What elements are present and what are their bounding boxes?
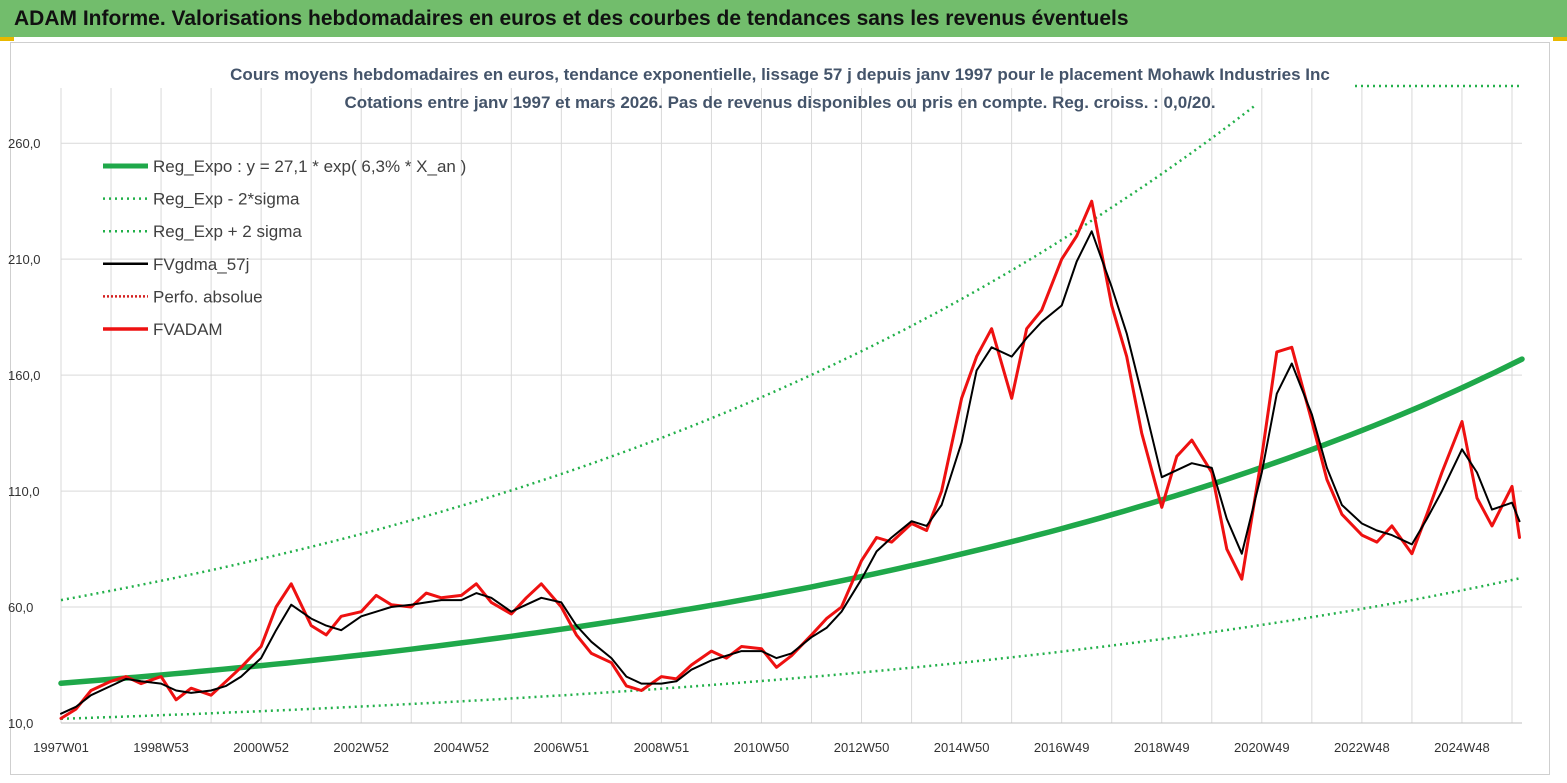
accent-left-mark bbox=[0, 37, 14, 41]
legend-label: Reg_Expo : y = 27,1 * exp( 6,3% * X_an ) bbox=[153, 157, 466, 176]
legend-label: Perfo. absolue bbox=[153, 287, 263, 306]
banner-title: ADAM Informe. Valorisations hebdomadaire… bbox=[14, 7, 1129, 30]
legend-label: FVgdma_57j bbox=[153, 255, 249, 274]
legend-label: Reg_Exp + 2 sigma bbox=[153, 222, 302, 241]
y-tick-label: 210,0 bbox=[8, 252, 41, 267]
price-line bbox=[59, 199, 1521, 720]
y-tick-label: 260,0 bbox=[8, 136, 41, 151]
x-tick-label: 2024W48 bbox=[1434, 740, 1490, 755]
series-lines bbox=[58, 84, 1525, 721]
y-tick-label: 160,0 bbox=[8, 368, 41, 383]
smoothed-line bbox=[60, 230, 1521, 715]
legend-label: FVADAM bbox=[153, 320, 223, 339]
report-banner: ADAM Informe. Valorisations hebdomadaire… bbox=[0, 0, 1567, 37]
y-tick-label: 10,0 bbox=[8, 716, 33, 731]
x-tick-label: 2012W50 bbox=[834, 740, 890, 755]
x-tick-label: 2016W49 bbox=[1034, 740, 1090, 755]
accent-right-mark bbox=[1553, 37, 1567, 41]
x-tick-label: 2000W52 bbox=[233, 740, 289, 755]
x-tick-label: 2002W52 bbox=[333, 740, 389, 755]
lower-sigma-line bbox=[60, 576, 1523, 721]
x-tick-label: 2022W48 bbox=[1334, 740, 1390, 755]
x-tick-label: 2014W50 bbox=[934, 740, 990, 755]
chart-title: Cours moyens hebdomadaires en euros, ten… bbox=[230, 65, 1330, 84]
y-tick-label: 60,0 bbox=[8, 600, 33, 615]
x-tick-label: 2008W51 bbox=[634, 740, 690, 755]
chart-frame bbox=[10, 42, 1550, 775]
x-tick-label: 2004W52 bbox=[433, 740, 489, 755]
legend-label: Reg_Exp - 2*sigma bbox=[153, 190, 300, 209]
legend: Reg_Expo : y = 27,1 * exp( 6,3% * X_an )… bbox=[103, 157, 466, 339]
x-tick-label: 2018W49 bbox=[1134, 740, 1190, 755]
x-tick-label: 2020W49 bbox=[1234, 740, 1290, 755]
x-tick-label: 2010W50 bbox=[734, 740, 790, 755]
grid-lines bbox=[60, 88, 1522, 724]
x-tick-label: 1997W01 bbox=[33, 740, 89, 755]
x-tick-label: 2006W51 bbox=[534, 740, 590, 755]
x-tick-label: 1998W53 bbox=[133, 740, 189, 755]
trend-line bbox=[58, 356, 1525, 687]
y-tick-label: 110,0 bbox=[8, 484, 40, 499]
axes: 10,0 60,0 110,0 160,0 210,0 260,0 1997W01 1998W… bbox=[8, 136, 1522, 755]
upper-sigma-line bbox=[60, 105, 1256, 602]
chart-subtitle: Cotations entre janv 1997 et mars 2026. … bbox=[344, 93, 1215, 112]
